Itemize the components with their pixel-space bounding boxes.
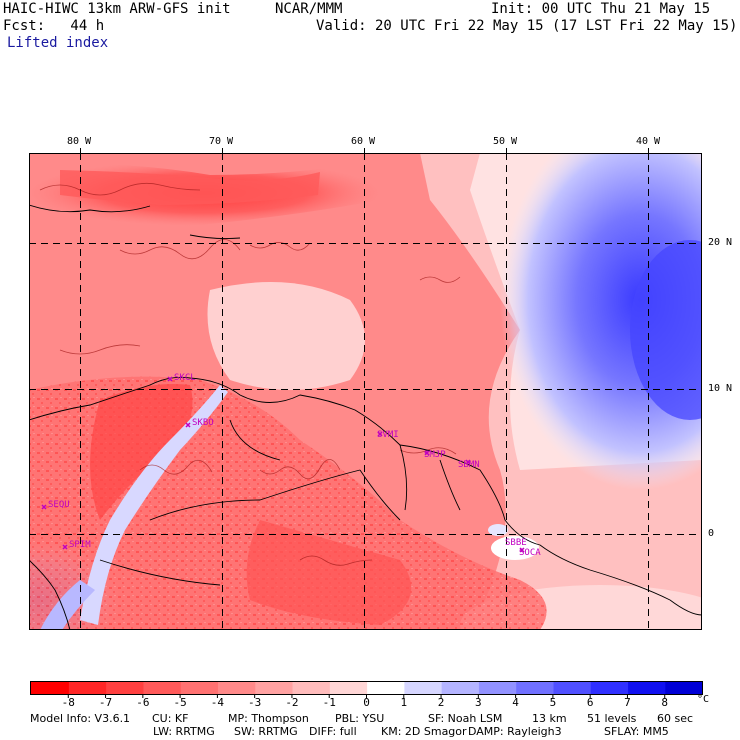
model-info-sw: SW: RRTMG bbox=[234, 725, 298, 738]
colorbar-level-label: -2 bbox=[285, 696, 299, 709]
colorbar-level-label: -7 bbox=[98, 696, 113, 709]
colorbar-level-label: 7 bbox=[624, 696, 631, 709]
lon-label: 70 W bbox=[209, 136, 234, 147]
lon-label: 40 W bbox=[636, 136, 661, 147]
model-info-pbl: PBL: YSU bbox=[335, 712, 385, 725]
colorbar-swatch bbox=[31, 682, 69, 694]
colorbar-swatch bbox=[590, 682, 629, 694]
lon-label: 60 W bbox=[351, 136, 376, 147]
lat-label: 10 N bbox=[708, 383, 733, 394]
model-info-timestep: 60 sec bbox=[657, 712, 694, 725]
colorbar-swatch bbox=[664, 682, 703, 694]
colorbar bbox=[30, 681, 703, 698]
model-info-resolution: 13 km bbox=[532, 712, 567, 725]
valid-time: Valid: 20 UTC Fri 22 May 15 (17 LST Fri … bbox=[316, 18, 738, 34]
station-label: SMJP bbox=[424, 450, 446, 460]
colorbar-unit: °C bbox=[697, 694, 710, 705]
colorbar-swatch bbox=[68, 682, 107, 694]
colorbar-swatch bbox=[180, 682, 218, 694]
organization: NCAR/MMM bbox=[275, 1, 343, 17]
forecast-hour: Fcst: 44 h bbox=[3, 18, 105, 34]
lon-label: 50 W bbox=[493, 136, 518, 147]
colorbar-swatch bbox=[515, 682, 554, 694]
station-label: SKBO bbox=[192, 418, 214, 428]
colorbar-level-label: 3 bbox=[475, 696, 482, 709]
model-info-cu: Model Info: V3.6.1 bbox=[30, 712, 131, 725]
model-info-levels: 51 levels bbox=[587, 712, 637, 725]
station-label: SEQU bbox=[48, 500, 70, 510]
colorbar-level-label: 6 bbox=[586, 696, 594, 709]
station-label: SBMN bbox=[458, 460, 480, 470]
colorbar-swatch bbox=[254, 682, 293, 694]
init-time: Init: 00 UTC Thu 21 May 15 bbox=[491, 1, 711, 17]
lon-label: 80 W bbox=[67, 136, 92, 147]
colorbar-level-label: 5 bbox=[549, 696, 557, 709]
colorbar-swatch bbox=[441, 682, 479, 694]
colorbar-level-label: -1 bbox=[322, 696, 336, 709]
station-label: SVMI bbox=[377, 430, 399, 440]
lat-label: 20 N bbox=[708, 237, 733, 248]
station-label: SPIM bbox=[69, 540, 91, 550]
colorbar-level-label: 8 bbox=[661, 696, 669, 709]
lat-label: 0 bbox=[708, 528, 715, 539]
model-info-cu-scheme: CU: KF bbox=[152, 712, 189, 725]
station-label: SBBE bbox=[505, 538, 527, 548]
colorbar-swatch bbox=[478, 682, 517, 694]
station-label: SKCL bbox=[174, 373, 196, 383]
colorbar-swatch bbox=[552, 682, 591, 694]
colorbar-swatch bbox=[217, 682, 256, 694]
colorbar-level-label: -8 bbox=[61, 696, 75, 709]
colorbar-swatch bbox=[627, 682, 666, 694]
station-label: SOCA bbox=[519, 548, 541, 558]
colorbar-level-label: 1 bbox=[400, 696, 408, 709]
model-info-sf: SF: Noah LSM bbox=[428, 712, 503, 725]
model-info-diff: DIFF: full bbox=[309, 725, 357, 738]
colorbar-level-label: -3 bbox=[248, 696, 262, 709]
colorbar-swatch bbox=[366, 682, 405, 694]
model-info-mp: MP: Thompson bbox=[228, 712, 309, 725]
colorbar-swatch bbox=[291, 682, 330, 694]
colorbar-level-label: 0 bbox=[363, 696, 370, 709]
model-info-sflay: SFLAY: MM5 bbox=[604, 725, 669, 738]
field-name: Lifted index bbox=[7, 35, 109, 51]
colorbar-level-label: -4 bbox=[210, 696, 224, 709]
colorbar-swatch bbox=[403, 682, 442, 694]
colorbar-level-label: 2 bbox=[437, 696, 445, 709]
model-info-lw: LW: RRTMG bbox=[153, 725, 215, 738]
colorbar-swatch bbox=[329, 682, 368, 694]
colorbar-swatch bbox=[142, 682, 181, 694]
colorbar-swatch bbox=[105, 682, 144, 694]
model-info-damp: DAMP: Rayleigh3 bbox=[468, 725, 562, 738]
colorbar-level-label: 4 bbox=[512, 696, 519, 709]
model-info-km: KM: 2D Smagor bbox=[381, 725, 467, 738]
colorbar-level-label: -5 bbox=[173, 696, 187, 709]
colorbar-level-label: -6 bbox=[136, 696, 150, 709]
model-title: HAIC-HIWC 13km ARW-GFS init bbox=[3, 1, 231, 17]
